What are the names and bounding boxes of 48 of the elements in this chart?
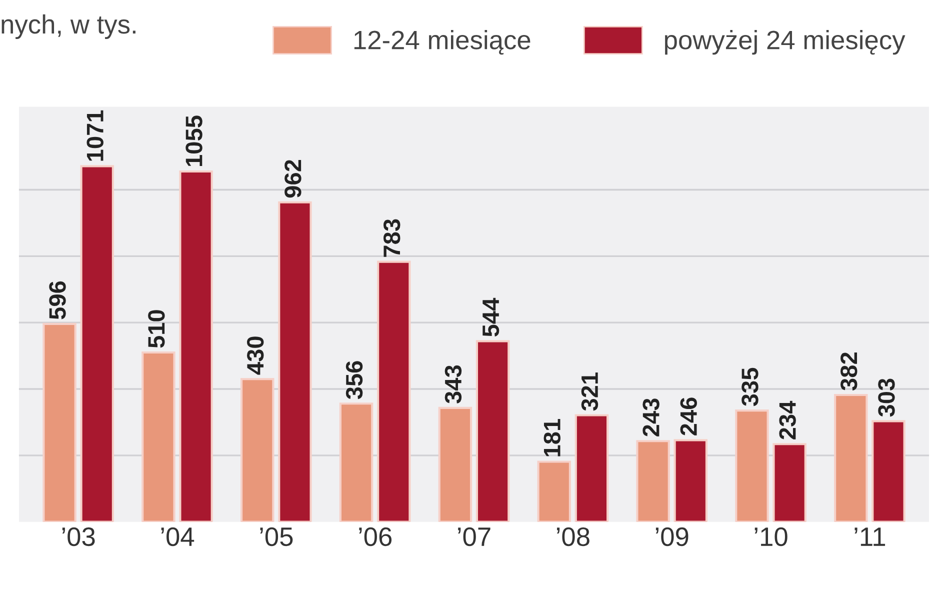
bar: [179, 170, 213, 522]
data-label: 243: [642, 398, 660, 436]
legend-label: 12-24 miesiące: [354, 30, 530, 55]
bar: [142, 351, 176, 522]
data-label: 544: [482, 298, 500, 336]
x-tick-label: ’11: [854, 528, 886, 546]
x-tick-label: ’09: [656, 527, 688, 546]
bar: [674, 439, 708, 522]
data-label: 343: [444, 365, 462, 404]
bar: [735, 410, 769, 522]
data-label: 321: [581, 372, 598, 411]
bar: [834, 394, 868, 522]
bar: [438, 406, 472, 522]
data-label: 1055: [186, 116, 202, 166]
legend-label: powyżej 24 miesięcy: [665, 30, 906, 55]
data-label: 962: [284, 160, 302, 198]
bar: [537, 460, 571, 522]
data-label: 356: [346, 361, 363, 400]
data-label: 510: [148, 310, 165, 348]
bar: [80, 165, 114, 522]
data-label: 430: [246, 336, 264, 375]
bar: [339, 402, 374, 522]
bar: [574, 414, 609, 522]
x-tick-label: ’07: [458, 527, 490, 546]
data-label: 1071: [86, 110, 104, 161]
data-label: 335: [742, 368, 758, 406]
data-label: 246: [680, 398, 697, 436]
data-label: 181: [544, 419, 560, 456]
bar: [872, 420, 906, 522]
x-tick-label: ’10: [754, 527, 788, 546]
x-tick-label: ’08: [556, 527, 590, 546]
x-tick-label: ’03: [62, 527, 95, 546]
bar: [636, 440, 670, 522]
bar: [476, 340, 510, 522]
data-label: 382: [840, 352, 858, 390]
data-label: 303: [878, 378, 895, 417]
bar: [278, 201, 312, 522]
x-tick-label: ’06: [359, 527, 392, 546]
chart-title: nych, w tys.: [2, 14, 136, 39]
bar: [772, 443, 806, 522]
x-tick-label: ’04: [161, 527, 194, 546]
x-tick-label: ’05: [260, 527, 293, 546]
data-label: 783: [383, 219, 400, 257]
data-label: 234: [779, 400, 796, 440]
data-label: 596: [49, 281, 66, 320]
bar: [240, 378, 274, 522]
bar: [42, 322, 76, 522]
bar: [377, 260, 411, 522]
